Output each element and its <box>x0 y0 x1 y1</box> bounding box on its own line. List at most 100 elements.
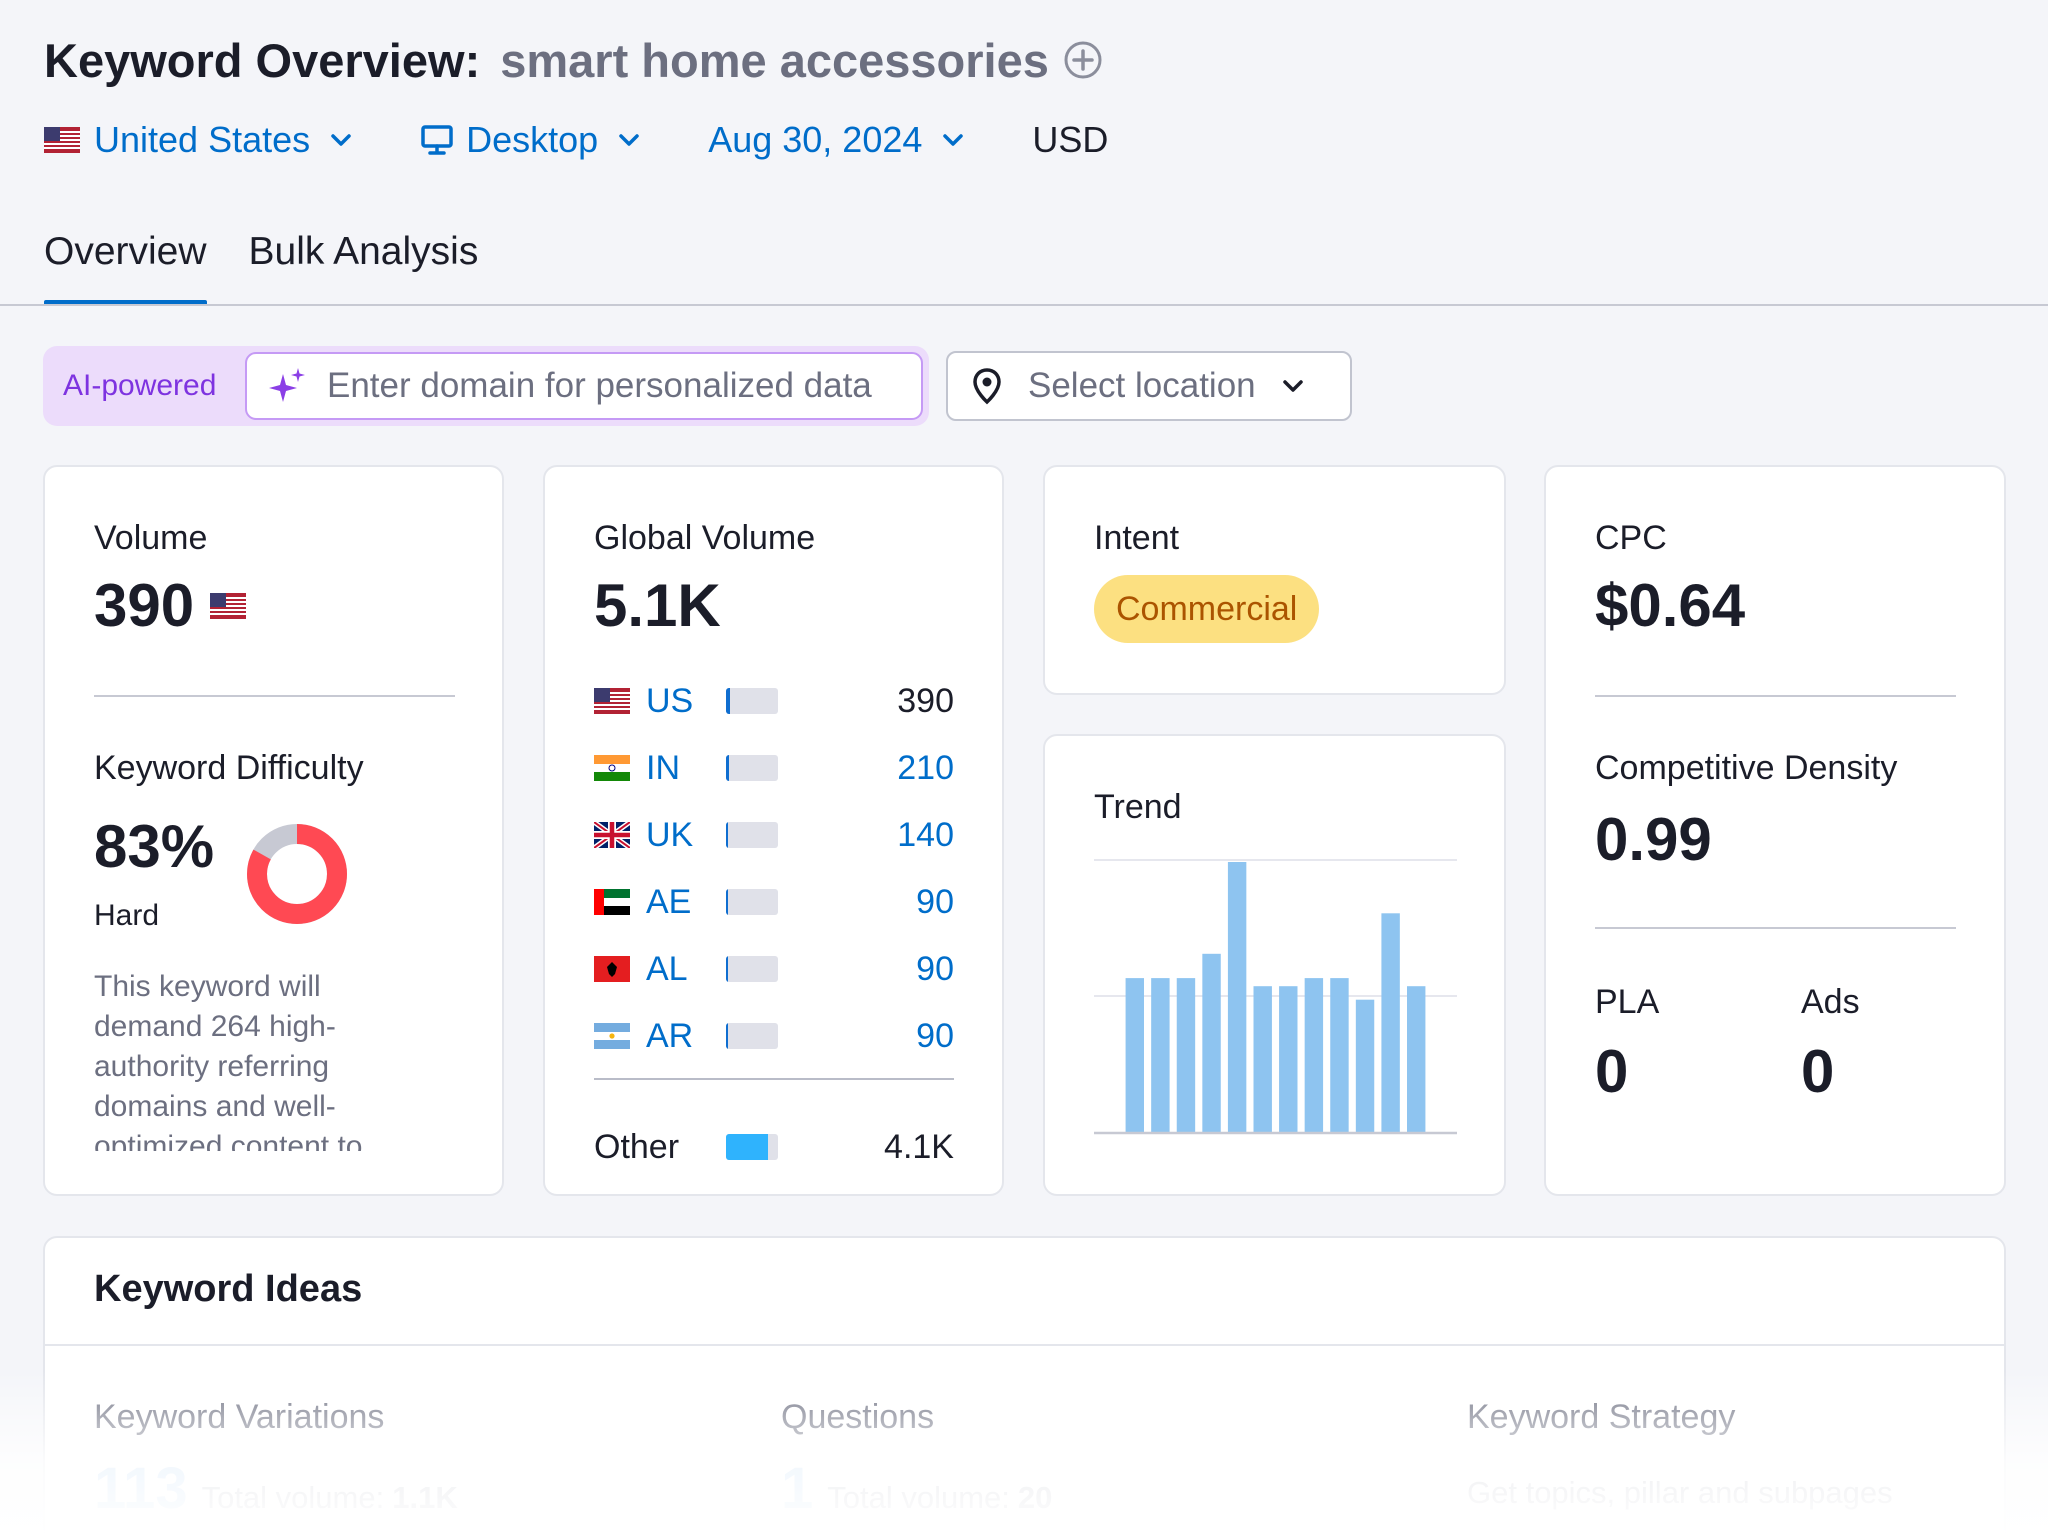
other-share-fill <box>726 1134 768 1160</box>
chevron-down-icon <box>619 134 639 146</box>
page-title-row: Keyword Overview: smart home accessories <box>44 30 1103 90</box>
albania-flag-icon <box>594 956 630 982</box>
trend-bar[interactable] <box>1406 986 1426 1132</box>
country-share-bar <box>726 755 778 781</box>
ai-input-box[interactable] <box>245 352 923 420</box>
keyword-variations-volume-label: Total volume: <box>201 1480 385 1515</box>
questions-count[interactable]: 1 <box>781 1456 814 1521</box>
difficulty-arc <box>247 824 347 924</box>
country-code[interactable]: IN <box>646 748 680 787</box>
trend-chart <box>1094 859 1457 1135</box>
other-label: Other <box>594 1127 680 1166</box>
chevron-down-icon <box>331 134 351 146</box>
trend-bar[interactable] <box>1381 913 1400 1132</box>
volume-value-row: 390 <box>94 571 247 640</box>
cpc-value: $0.64 <box>1595 572 1746 639</box>
trend-bar[interactable] <box>1253 986 1272 1132</box>
keyword-difficulty-label: Keyword Difficulty <box>94 749 364 787</box>
location-pin-icon <box>973 368 1001 405</box>
country-row-uk: UK 140 <box>594 811 954 859</box>
questions-volume: 20 <box>1017 1480 1053 1515</box>
ads-value: 0 <box>1801 1038 1835 1105</box>
chevron-down-icon <box>1282 380 1303 392</box>
country-code[interactable]: AE <box>646 882 692 921</box>
questions-column[interactable]: Questions 1 Total volume: 20 <box>781 1398 1052 1522</box>
country-volume[interactable]: 90 <box>916 1016 954 1055</box>
uae-flag-icon <box>594 889 630 915</box>
trend-label: Trend <box>1094 788 1182 826</box>
intent-card: Intent Commercial <box>1043 465 1506 695</box>
country-share-fill <box>726 889 729 915</box>
date-label: Aug 30, 2024 <box>708 119 923 160</box>
country-volume[interactable]: 140 <box>897 815 954 854</box>
volume-divider <box>94 695 455 697</box>
sparkle-icon <box>269 368 305 402</box>
country-volume[interactable]: 90 <box>916 949 954 988</box>
keyword-variations-count[interactable]: 113 <box>94 1456 188 1521</box>
country-row-other: Other 4.1K <box>594 1123 954 1171</box>
country-row-in: IN 210 <box>594 744 954 792</box>
trend-bar[interactable] <box>1355 999 1375 1132</box>
trend-bar[interactable] <box>1125 978 1145 1132</box>
keyword-title: smart home accessories <box>500 33 1049 87</box>
keyword-difficulty-level: Hard <box>94 899 160 932</box>
questions-heading: Questions <box>781 1398 935 1436</box>
domain-input[interactable] <box>327 366 917 406</box>
volume-value: 390 <box>94 572 195 639</box>
location-select[interactable]: Select location <box>946 351 1352 421</box>
date-dropdown[interactable]: Aug 30, 2024 <box>708 119 966 161</box>
tab-bar: Overview Bulk Analysis <box>44 222 478 306</box>
tab-overview[interactable]: Overview <box>44 222 207 306</box>
cpc-card: CPC $0.64 Competitive Density 0.99 PLA 0… <box>1544 465 2006 1196</box>
tab-bulk-analysis[interactable]: Bulk Analysis <box>248 230 479 273</box>
trend-bar[interactable] <box>1227 862 1247 1132</box>
country-share-bar <box>726 1023 778 1049</box>
trend-bar[interactable] <box>1202 953 1221 1132</box>
pla-label: PLA <box>1595 983 1660 1021</box>
cpc-divider <box>1595 695 1956 697</box>
country-code[interactable]: US <box>646 681 694 720</box>
keyword-ideas-divider <box>45 1344 2004 1346</box>
other-volume: 4.1K <box>884 1127 954 1166</box>
competitive-density-label: Competitive Density <box>1595 749 1898 787</box>
country-volume[interactable]: 90 <box>916 882 954 921</box>
questions-volume-label: Total volume: <box>827 1480 1010 1515</box>
country-volume: 390 <box>897 681 954 720</box>
plus-circle-icon[interactable] <box>1063 40 1103 80</box>
global-volume-card: Global Volume 5.1K US 390 IN 210 UK 140 <box>543 465 1004 1196</box>
trend-card: Trend <box>1043 734 1506 1196</box>
difficulty-donut-chart <box>247 824 347 924</box>
intent-label: Intent <box>1094 519 1180 557</box>
country-code[interactable]: AL <box>646 949 688 988</box>
global-volume-label: Global Volume <box>594 519 816 557</box>
trend-bar[interactable] <box>1151 978 1170 1132</box>
country-volume[interactable]: 210 <box>897 748 954 787</box>
keyword-variations-volume: 1.1K <box>392 1480 458 1515</box>
trend-bar[interactable] <box>1279 986 1298 1132</box>
country-dropdown[interactable]: United States <box>44 119 354 161</box>
keyword-variations-heading: Keyword Variations <box>94 1398 385 1436</box>
keyword-difficulty-description: This keyword will demand 264 high-author… <box>94 970 363 1151</box>
country-code[interactable]: UK <box>646 815 694 854</box>
trend-bar[interactable] <box>1176 978 1196 1132</box>
india-flag-icon <box>594 755 630 781</box>
uk-flag-icon <box>594 822 630 848</box>
keyword-variations-column[interactable]: Keyword Variations 113 Total volume: 1.1… <box>94 1398 458 1522</box>
country-share-fill <box>726 822 729 848</box>
tabs-divider <box>0 304 2048 306</box>
keyword-strategy-column[interactable]: Keyword Strategy Get topics, pillar and … <box>1467 1398 1893 1511</box>
country-code[interactable]: AR <box>646 1016 694 1055</box>
country-share-fill <box>726 688 731 714</box>
device-dropdown[interactable]: Desktop <box>420 119 642 161</box>
trend-bar[interactable] <box>1330 978 1349 1132</box>
trend-bar[interactable] <box>1304 978 1324 1132</box>
country-row-ar: AR 90 <box>594 1012 954 1060</box>
competitive-density-divider <box>1595 927 1956 929</box>
chevron-down-icon <box>943 134 964 146</box>
filter-bar: United States Desktop Aug 30, 2024 USD <box>44 110 1108 170</box>
country-row-ae: AE 90 <box>594 878 954 926</box>
cpc-label: CPC <box>1595 519 1667 557</box>
us-flag-icon <box>44 127 80 153</box>
country-share-fill <box>726 956 729 982</box>
country-share-bar <box>726 822 778 848</box>
